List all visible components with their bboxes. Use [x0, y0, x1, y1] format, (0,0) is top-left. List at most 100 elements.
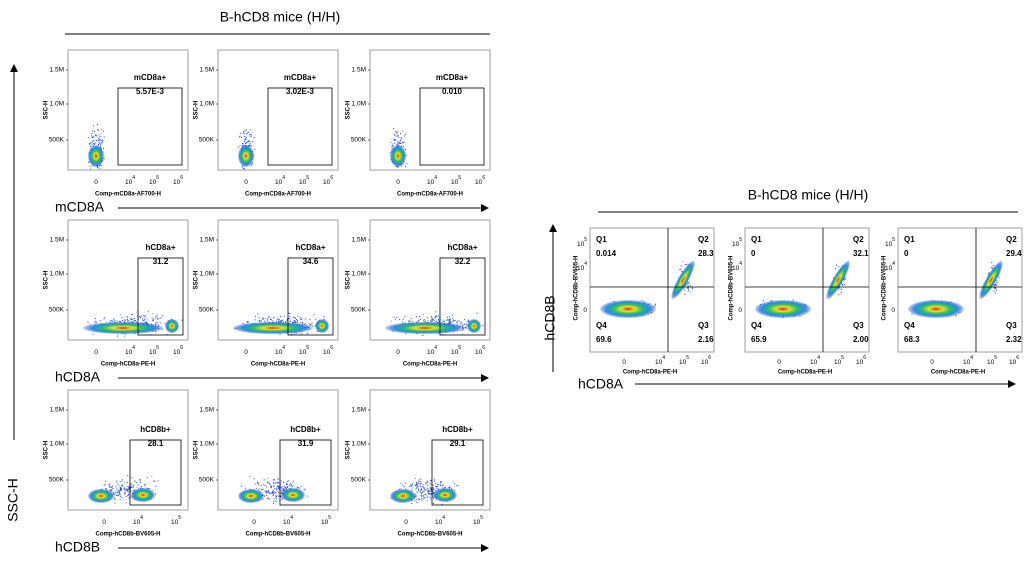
tick-exp: 5	[458, 175, 461, 181]
event-dot	[460, 323, 462, 325]
tick-exp: 5	[841, 355, 844, 361]
event-dot	[311, 322, 313, 324]
event-dot	[240, 485, 242, 487]
event-dot	[268, 492, 270, 494]
event-dot	[121, 485, 123, 487]
gate	[137, 257, 184, 336]
event-dot	[840, 289, 842, 291]
event-dot	[438, 321, 440, 323]
event-dot	[121, 320, 123, 322]
event-dot	[181, 319, 183, 321]
tick-base: 0	[891, 307, 895, 314]
event-dot	[404, 148, 406, 150]
event-dot	[267, 481, 269, 483]
tick-label: 105	[321, 515, 331, 525]
event-dot	[405, 333, 407, 335]
event-dot	[99, 167, 101, 169]
gate-value: 31.2	[153, 257, 169, 266]
event-dot	[133, 320, 135, 322]
event-dot	[118, 491, 120, 493]
event-dot	[416, 482, 418, 484]
event-dot	[289, 320, 291, 322]
x-axis-label: hCD8A	[578, 376, 624, 392]
tick-base: 10	[299, 349, 307, 356]
tick-label: 0	[583, 307, 587, 314]
event-dot	[449, 487, 451, 489]
event-dot	[411, 484, 413, 486]
event-dot	[134, 489, 136, 491]
event-dot	[448, 322, 450, 324]
event-dot	[125, 502, 127, 504]
quadrant-name: Q3	[698, 321, 709, 330]
event-dot	[293, 333, 295, 335]
gate	[287, 257, 334, 336]
event-dot	[103, 158, 105, 160]
tick-label: 104	[427, 345, 437, 355]
event-dot	[258, 319, 260, 321]
event-dot	[420, 495, 422, 497]
event-dot	[420, 482, 422, 484]
event-dot	[995, 289, 997, 291]
event-dot	[133, 484, 135, 486]
event-dot	[272, 490, 274, 492]
event-dot	[420, 318, 422, 320]
event-dot	[239, 135, 241, 137]
event-dot	[248, 143, 250, 145]
tick-label: 105	[732, 237, 742, 247]
panel-x-title: Comp-hCD8a-PE-H	[101, 362, 155, 368]
event-dot	[300, 486, 302, 488]
event-dot	[143, 320, 145, 322]
event-dot	[117, 491, 119, 493]
tick-base: 10	[283, 519, 291, 526]
quadrant-value: 69.6	[596, 335, 612, 344]
tick-exp: 5	[156, 175, 159, 181]
event-dot	[297, 322, 299, 324]
event-dot	[272, 494, 274, 496]
tick-label: 0	[622, 359, 626, 366]
y-tick-label: 500K	[49, 477, 65, 484]
event-dot	[991, 266, 993, 268]
density-blob	[233, 322, 313, 334]
y-tick-label: 500K	[199, 477, 215, 484]
event-dot	[128, 490, 130, 492]
event-dot	[112, 321, 114, 323]
event-dot	[762, 300, 764, 302]
plot-frame	[897, 227, 1023, 353]
event-dot	[445, 486, 447, 488]
event-dot	[278, 487, 280, 489]
event-dot	[457, 485, 459, 487]
event-dot	[432, 488, 434, 490]
tick-exp: 5	[306, 175, 309, 181]
event-dot	[140, 481, 142, 483]
quadrant-value: 2.00	[853, 335, 869, 344]
event-dot	[136, 311, 138, 313]
event-dot	[457, 319, 459, 321]
event-dot	[294, 317, 296, 319]
event-dot	[273, 484, 275, 486]
plot-frame	[369, 219, 491, 341]
event-dot	[419, 481, 421, 483]
tick-base: 10	[451, 349, 459, 356]
event-dot	[448, 320, 450, 322]
event-dot	[93, 142, 95, 144]
tick-label: 104	[125, 345, 135, 355]
event-dot	[416, 502, 418, 504]
event-dot	[296, 487, 298, 489]
event-dot	[280, 321, 282, 323]
tick-exp: 5	[458, 345, 461, 351]
tick-label: 105	[577, 237, 587, 247]
event-dot	[278, 488, 280, 490]
event-dot	[124, 319, 126, 321]
event-dot	[306, 332, 308, 334]
quadrant-name: Q3	[853, 321, 864, 330]
density-blob	[908, 300, 964, 318]
event-dot	[242, 167, 244, 169]
event-dot	[259, 321, 261, 323]
event-dot	[245, 141, 247, 143]
event-dot	[119, 498, 121, 500]
event-dot	[89, 323, 91, 325]
tick-exp: 6	[863, 355, 866, 361]
event-dot	[391, 147, 393, 149]
event-dot	[124, 487, 126, 489]
event-dot	[145, 322, 147, 324]
